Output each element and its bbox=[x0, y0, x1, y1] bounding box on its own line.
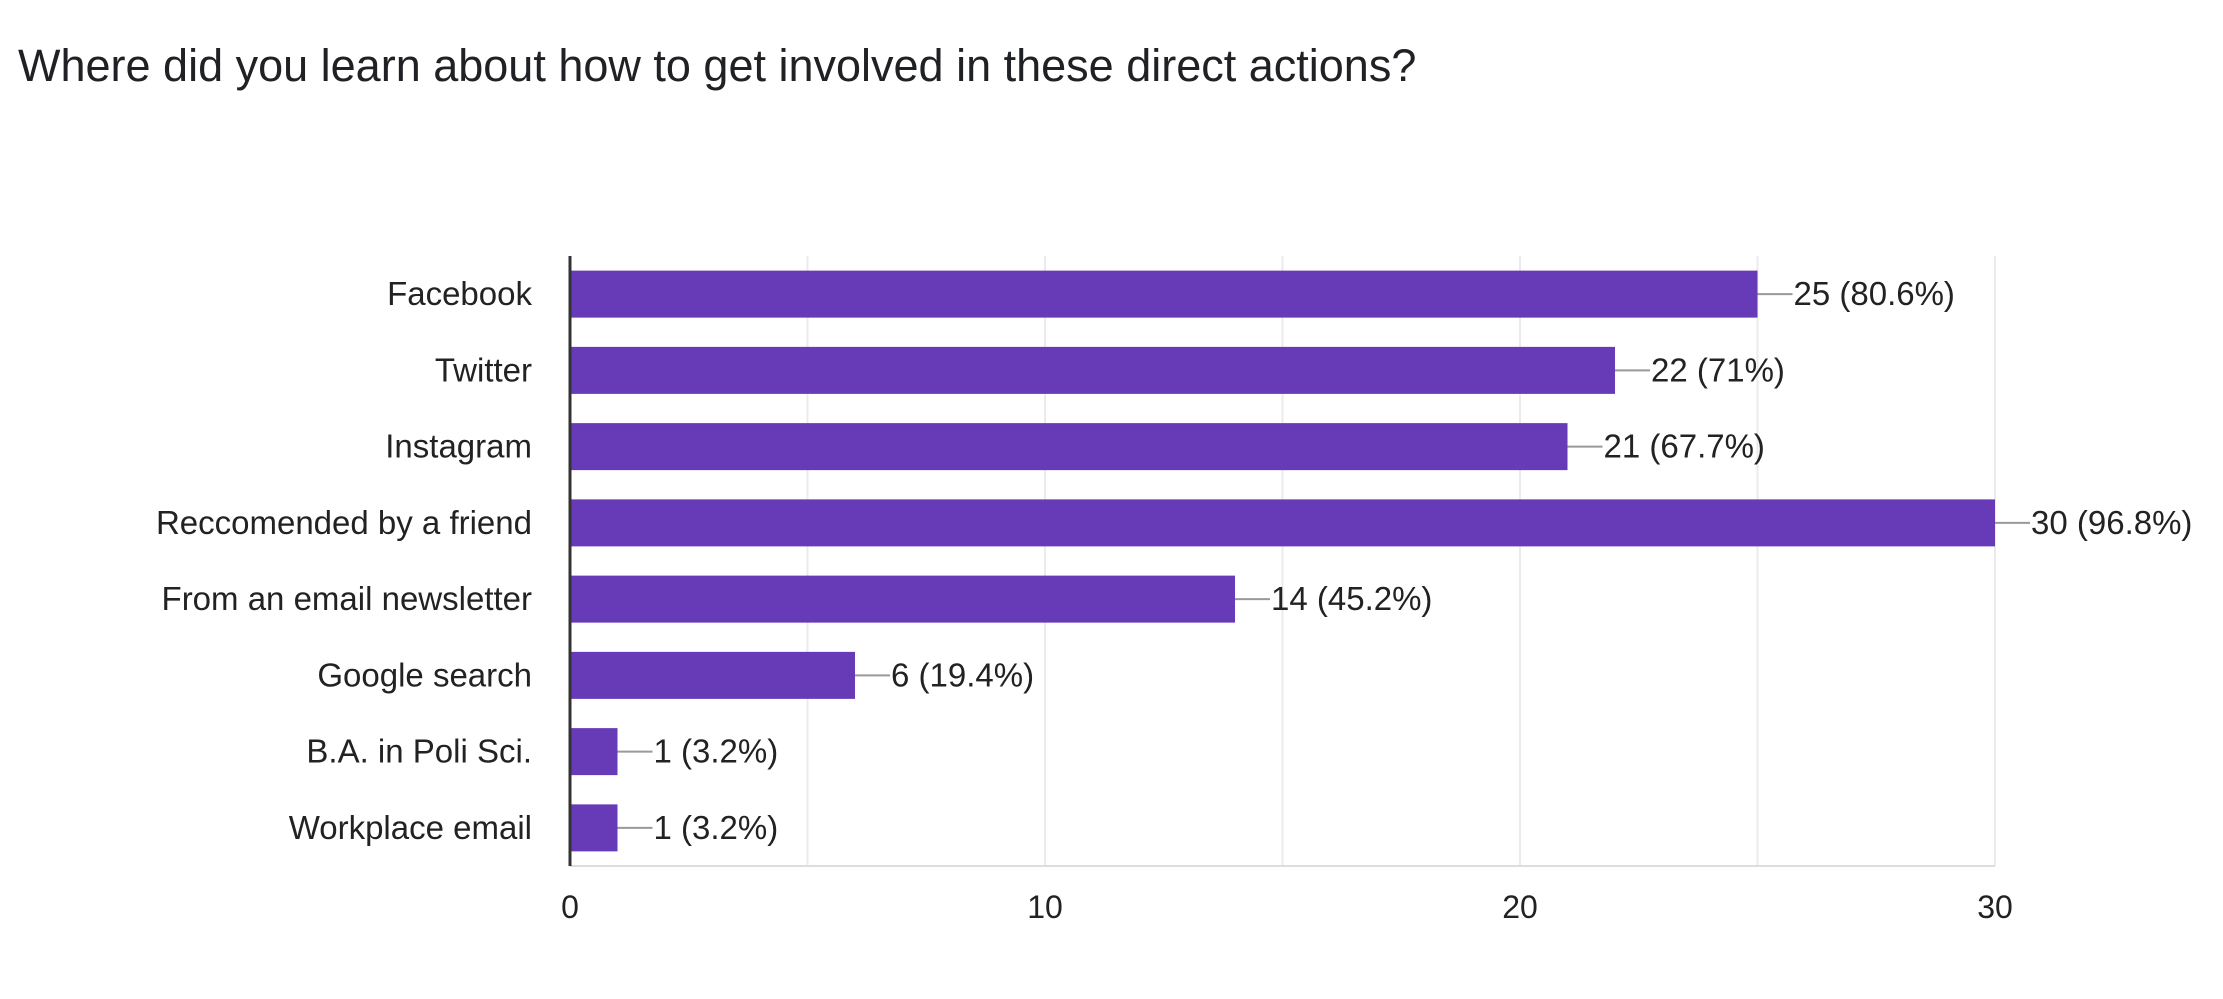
category-label: From an email newsletter bbox=[162, 580, 532, 617]
x-tick-label: 0 bbox=[561, 889, 579, 925]
x-tick-label: 30 bbox=[1977, 889, 2013, 925]
bar bbox=[571, 728, 618, 776]
category-label: Twitter bbox=[435, 351, 532, 388]
x-tick-label: 20 bbox=[1502, 889, 1538, 925]
category-label: Facebook bbox=[387, 275, 532, 312]
bar bbox=[571, 499, 1995, 547]
bar bbox=[571, 346, 1615, 394]
bars bbox=[571, 270, 1995, 852]
x-tick-label: 10 bbox=[1027, 889, 1063, 925]
data-label: 14 (45.2%) bbox=[1271, 580, 1432, 617]
axes bbox=[568, 256, 1995, 867]
data-label: 30 (96.8%) bbox=[2031, 504, 2192, 541]
chart-title: Where did you learn about how to get inv… bbox=[18, 40, 1417, 91]
data-label: 22 (71%) bbox=[1651, 351, 1785, 388]
bar bbox=[571, 575, 1235, 623]
category-label: Workplace email bbox=[289, 809, 532, 846]
data-label: 6 (19.4%) bbox=[891, 656, 1034, 693]
data-label: 25 (80.6%) bbox=[1794, 275, 1955, 312]
category-label: B.A. in Poli Sci. bbox=[306, 733, 532, 770]
data-label: 1 (3.2%) bbox=[654, 809, 779, 846]
data-label: 1 (3.2%) bbox=[654, 733, 779, 770]
category-label: Instagram bbox=[385, 428, 532, 465]
category-label: Reccomended by a friend bbox=[156, 504, 532, 541]
data-label: 21 (67.7%) bbox=[1604, 428, 1765, 465]
bar bbox=[571, 270, 1758, 318]
bar bbox=[571, 804, 618, 852]
category-label: Google search bbox=[317, 656, 532, 693]
bar bbox=[571, 651, 855, 699]
bar bbox=[571, 423, 1568, 471]
labels: 0 10 20 30 Facebook 25 (80.6%) Twitter 22 (71%)… bbox=[156, 275, 2193, 925]
